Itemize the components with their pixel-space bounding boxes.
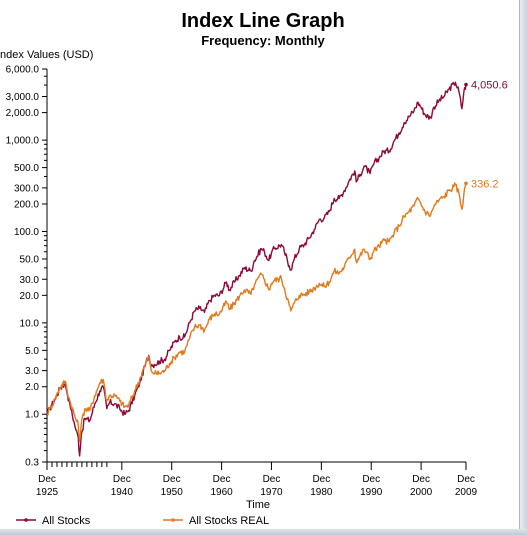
y-tick-label: 20.0 bbox=[20, 291, 40, 302]
window-bottom-edge bbox=[0, 529, 527, 535]
series-end-label: 4,050.6 bbox=[471, 80, 508, 92]
x-tick-year: 2009 bbox=[455, 487, 478, 498]
x-tick-month: Dec bbox=[263, 474, 281, 485]
series-end-marker bbox=[464, 181, 468, 186]
x-tick-year: 1970 bbox=[260, 487, 283, 498]
x-tick-month: Dec bbox=[213, 474, 231, 485]
legend-marker bbox=[24, 518, 28, 522]
end-labels: 4,050.6 336.2 bbox=[471, 80, 508, 191]
legend-label: All Stocks REAL bbox=[189, 515, 269, 527]
x-tick-year: 1950 bbox=[161, 487, 184, 498]
window-right-edge bbox=[519, 0, 527, 535]
y-tick-label: 3,000.0 bbox=[6, 92, 40, 103]
y-tick-label: 5.0 bbox=[25, 346, 39, 357]
x-tick-month: Dec bbox=[312, 474, 330, 485]
x-tick-year: 1960 bbox=[210, 487, 233, 498]
y-tick-label: 100.0 bbox=[14, 227, 39, 238]
legend: All Stocks All Stocks REAL bbox=[16, 515, 269, 527]
y-tick-label: 500.0 bbox=[14, 163, 39, 174]
x-tick-month: Dec bbox=[457, 474, 475, 485]
legend-marker bbox=[171, 518, 175, 522]
x-tick-year: 1925 bbox=[36, 487, 59, 498]
series-end-label: 336.2 bbox=[471, 178, 499, 190]
y-tick-label: 300.0 bbox=[14, 183, 39, 194]
y-tick-label: 2.0 bbox=[25, 382, 39, 393]
x-tick-month: Dec bbox=[38, 474, 56, 485]
y-tick-label: 200.0 bbox=[14, 199, 39, 210]
x-axis-ticks: Dec 1925 Dec 1940 Dec 1950 Dec 1960 Dec 1970 Dec 19… bbox=[36, 462, 478, 498]
y-tick-label: 0.3 bbox=[25, 458, 39, 469]
y-tick-label: 1.0 bbox=[25, 410, 39, 421]
chart-subtitle: Frequency: Monthly bbox=[201, 33, 325, 48]
x-tick-month: Dec bbox=[113, 474, 131, 485]
y-tick-label: 10.0 bbox=[20, 318, 40, 329]
x-axis-label: Time bbox=[246, 499, 270, 511]
legend-label: All Stocks bbox=[42, 515, 91, 527]
series-line-all-stocks-real bbox=[46, 182, 467, 443]
y-tick-label: 50.0 bbox=[20, 254, 40, 265]
y-axis-ticks: 6,000.0 3,000.0 2,000.0 1,000.0 500.0 300.0 20… bbox=[6, 65, 47, 469]
series-end-marker bbox=[464, 82, 468, 87]
y-axis-label: Index Values (USD) bbox=[0, 49, 93, 61]
series-lines bbox=[46, 81, 468, 457]
y-tick-label: 30.0 bbox=[20, 275, 40, 286]
series-line-all-stocks bbox=[46, 81, 467, 457]
x-tick-month: Dec bbox=[163, 474, 181, 485]
y-tick-label: 2,000.0 bbox=[6, 108, 40, 119]
y-tick-label: 6,000.0 bbox=[6, 65, 40, 76]
chart-title: Index Line Graph bbox=[181, 10, 344, 32]
x-tick-month: Dec bbox=[362, 474, 380, 485]
x-tick-year: 2000 bbox=[410, 487, 433, 498]
x-tick-year: 1980 bbox=[310, 487, 333, 498]
y-tick-label: 1,000.0 bbox=[6, 136, 40, 147]
y-tick-label: 3.0 bbox=[25, 366, 39, 377]
x-tick-month: Dec bbox=[412, 474, 430, 485]
x-tick-year: 1990 bbox=[360, 487, 383, 498]
x-tick-year: 1940 bbox=[111, 487, 134, 498]
